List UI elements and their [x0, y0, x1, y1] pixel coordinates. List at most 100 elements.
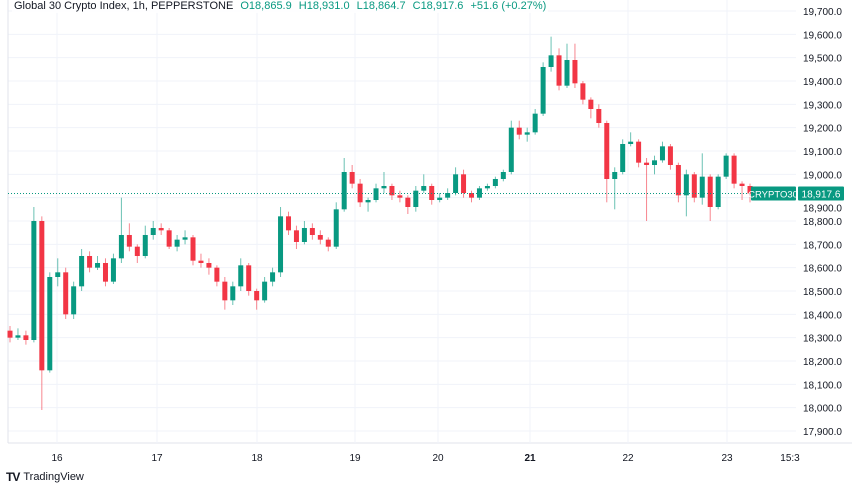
candle-up [110, 258, 116, 282]
candle-down [309, 227, 315, 235]
candle-up [453, 174, 459, 193]
symbol-label-box [751, 186, 796, 201]
candle-down [349, 171, 355, 184]
candle-up [421, 185, 427, 191]
candle-up [365, 199, 371, 203]
candle-down [166, 230, 172, 247]
candle-up [174, 239, 180, 247]
candle-up [142, 234, 148, 256]
price-tick-label: 19,200.0 [803, 124, 842, 135]
candle-down [405, 197, 411, 207]
price-tick-label: 19,300.0 [803, 100, 842, 111]
candle-up [230, 286, 236, 301]
time-tick-label: 19 [349, 453, 361, 464]
candle-up [182, 237, 188, 240]
candle-down [596, 108, 602, 123]
tradingview-logo-icon: TV [6, 470, 20, 484]
price-tick-label: 18,100.0 [803, 380, 842, 391]
candle-up [413, 190, 419, 207]
candles [7, 36, 753, 410]
candle-down [397, 195, 403, 198]
symbol-label: CRYPTO30 [748, 190, 798, 201]
candle-down [707, 176, 713, 207]
candle-up [723, 155, 729, 177]
candle-up [476, 188, 482, 198]
candle-up [15, 335, 21, 338]
candle-down [246, 265, 252, 291]
price-tick-label: 19,600.0 [803, 30, 842, 41]
candle-down [675, 164, 681, 196]
price-tick-label: 18,000.0 [803, 404, 842, 415]
time-axis: 16 17 18 19 20 21 22 23 15:3 [51, 453, 800, 464]
price-tick-label: 18,600.0 [803, 264, 842, 275]
candle-up [238, 265, 244, 287]
candle-down [644, 162, 650, 165]
candle-down [102, 262, 108, 282]
candle-up [699, 176, 705, 198]
tradingview-logo-text: TradingView [23, 471, 84, 483]
candle-up [612, 171, 618, 179]
candle-up [564, 59, 570, 86]
candle-down [7, 330, 13, 338]
candle-up [150, 227, 156, 235]
candle-down [317, 234, 323, 240]
tradingview-logo[interactable]: TV TradingView [6, 470, 84, 484]
chart-legend: Global 30 Crypto Index, 1h, PEPPERSTONE … [12, 0, 549, 13]
price-axis: 17,900.0 18,000.0 18,100.0 18,200.0 18,300.0… [803, 7, 842, 438]
change-value: +51.6 (+0.27%) [470, 0, 547, 12]
candle-up [31, 220, 37, 340]
candle-up [437, 197, 443, 200]
candle-up [341, 171, 347, 210]
time-tick-label: 23 [721, 453, 733, 464]
candle-down [254, 290, 260, 301]
candle-up [540, 66, 546, 114]
candle-down [285, 216, 291, 231]
price-tick-label: 18,300.0 [803, 334, 842, 345]
candle-down [461, 174, 467, 193]
candle-up [715, 176, 721, 207]
candle-down [731, 155, 737, 184]
price-tick-label: 18,700.0 [803, 240, 842, 251]
candle-down [222, 281, 228, 301]
time-tick-label: 18 [251, 453, 263, 464]
candle-up [445, 192, 451, 198]
time-tick-label: 15:3 [780, 453, 800, 464]
candle-down [747, 185, 753, 194]
last-price-marker: CRYPTO30 18,917.6 [8, 186, 844, 201]
candle-down [63, 272, 69, 315]
candle-down [389, 185, 395, 196]
candle-down [580, 83, 586, 100]
time-tick-label: 17 [151, 453, 163, 464]
price-tick-label: 18,900.0 [803, 204, 842, 215]
price-tick-label: 18,800.0 [803, 217, 842, 228]
candle-down [667, 146, 673, 165]
candle-up [270, 272, 276, 282]
candle-up [301, 227, 307, 242]
time-tick-label: 16 [51, 453, 63, 464]
candle-down [469, 192, 475, 198]
candle-down [572, 59, 578, 84]
candle-up [548, 55, 554, 67]
last-price-label: 18,917.6 [802, 190, 841, 201]
candle-up [500, 171, 506, 179]
price-tick-label: 18,500.0 [803, 287, 842, 298]
candle-down [39, 220, 45, 371]
price-tick-label: 19,100.0 [803, 147, 842, 158]
price-tick-label: 19,400.0 [803, 77, 842, 88]
candlestick-chart[interactable]: 17,900.0 18,000.0 18,100.0 18,200.0 18,300.0… [0, 0, 852, 465]
low-value: L18,864.7 [356, 0, 406, 12]
price-tick-label: 19,700.0 [803, 7, 842, 18]
candle-up [55, 272, 61, 277]
candle-down [206, 262, 212, 268]
candle-down [691, 174, 697, 198]
candle-up [683, 174, 689, 196]
time-tick-label: 22 [622, 453, 634, 464]
candle-down [190, 237, 196, 261]
price-tick-label: 18,400.0 [803, 310, 842, 321]
candle-down [134, 246, 140, 256]
candle-down [604, 122, 610, 179]
candle-up [333, 209, 339, 247]
grid [7, 0, 852, 444]
candle-up [492, 178, 498, 186]
candle-down [198, 260, 204, 263]
